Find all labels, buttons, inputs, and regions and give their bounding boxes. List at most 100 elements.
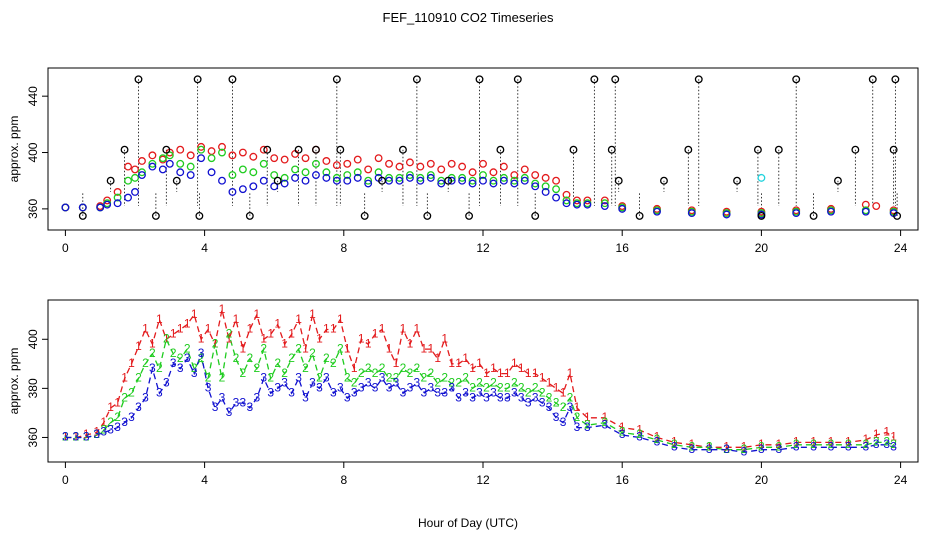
bottom-marker-series-3: 3 (706, 442, 713, 456)
top-point-series-2 (426, 171, 435, 180)
bottom-marker-series-1: 1 (539, 371, 546, 385)
bottom-marker-series-2: 2 (170, 346, 177, 360)
bottom-marker-series-2: 2 (504, 381, 511, 395)
bottom-marker-series-3: 3 (93, 427, 100, 441)
bottom-marker-series-1: 1 (490, 361, 497, 375)
bottom-marker-series-1: 1 (584, 410, 591, 424)
bottom-marker-series-2: 2 (723, 442, 730, 456)
bottom-marker-series-2: 2 (574, 410, 581, 424)
top-point-series-3 (489, 179, 498, 188)
bottom-marker-series-3: 3 (525, 395, 532, 409)
top-point-series-2 (458, 173, 467, 182)
bottom-marker-series-3: 3 (414, 376, 421, 390)
bottom-marker-series-1: 1 (560, 385, 567, 399)
bottom-marker-series-3: 3 (775, 442, 782, 456)
bottom-marker-series-1: 1 (890, 430, 897, 444)
bottom-marker-series-1: 1 (226, 331, 233, 345)
bottom-marker-series-2: 2 (323, 351, 330, 365)
top-point-series-1 (468, 168, 477, 177)
top-point-series-3 (259, 176, 268, 185)
bottom-marker-series-2: 2 (567, 390, 574, 404)
bottom-marker-series-1: 1 (553, 381, 560, 395)
bottom-marker-series-2: 2 (553, 395, 560, 409)
top-point-series-2 (531, 179, 540, 188)
top-point-series-4 (868, 75, 877, 84)
top-point-series-1 (280, 155, 289, 164)
bottom-marker-series-2: 2 (393, 371, 400, 385)
top-x-tick-label: 12 (476, 241, 490, 255)
bottom-marker-series-1: 1 (775, 437, 782, 451)
bottom-marker-series-3: 3 (163, 376, 170, 390)
bottom-marker-series-2: 2 (546, 390, 553, 404)
bottom-marker-series-1: 1 (873, 427, 880, 441)
top-point-series-4 (465, 211, 474, 220)
bottom-marker-series-2: 2 (267, 371, 274, 385)
top-point-series-3 (176, 168, 185, 177)
bottom-marker-series-1: 1 (688, 437, 695, 451)
bottom-marker-series-2: 2 (883, 435, 890, 449)
bottom-marker-series-1: 1 (601, 410, 608, 424)
top-point-series-4 (733, 176, 741, 185)
top-point-series-4 (513, 75, 522, 84)
top-point-series-4 (753, 145, 762, 154)
bottom-marker-series-1: 1 (83, 427, 90, 441)
top-point-series-4 (792, 75, 801, 84)
top-point-series-3 (249, 182, 258, 191)
bottom-marker-series-2: 2 (114, 410, 121, 424)
top-point-series-2 (552, 185, 561, 194)
top-point-series-3 (291, 173, 300, 182)
bottom-marker-series-3: 3 (546, 400, 553, 414)
top-point-series-3 (653, 207, 661, 216)
bottom-line-series-1 (65, 309, 894, 448)
bottom-marker-series-2: 2 (525, 385, 532, 399)
top-point-series-4 (312, 145, 320, 154)
bottom-marker-series-3: 3 (142, 390, 149, 404)
bottom-marker-series-1: 1 (518, 361, 525, 375)
bottom-marker-series-3: 3 (302, 390, 309, 404)
bottom-marker-series-1: 1 (741, 439, 748, 453)
bottom-marker-series-3: 3 (758, 442, 765, 456)
top-point-series-4 (332, 75, 341, 84)
top-point-series-1 (385, 159, 393, 168)
bottom-marker-series-2: 2 (260, 341, 267, 355)
bottom-marker-series-3: 3 (688, 442, 695, 456)
bottom-marker-series-3: 3 (191, 366, 198, 380)
bottom-marker-series-2: 2 (706, 439, 713, 453)
bottom-marker-series-1: 1 (407, 336, 414, 350)
bottom-marker-series-2: 2 (741, 442, 748, 456)
top-point-series-1 (583, 196, 592, 205)
bottom-marker-series-2: 2 (434, 376, 441, 390)
bottom-marker-series-2: 2 (775, 439, 782, 453)
bottom-marker-series-1: 1 (128, 356, 135, 370)
x-axis-label: Hour of Day (UTC) (418, 516, 518, 530)
bottom-marker-series-2: 2 (205, 371, 212, 385)
top-y-axis-label: approx. ppm (7, 116, 21, 183)
top-point-series-3 (238, 185, 247, 194)
top-point-series-3 (228, 188, 237, 196)
bottom-marker-series-1: 1 (62, 430, 69, 444)
top-point-series-1 (479, 159, 487, 168)
top-point-series-3 (792, 209, 801, 218)
top-point-series-2 (176, 159, 185, 168)
top-point-series-1 (332, 161, 341, 170)
bottom-marker-series-3: 3 (420, 385, 427, 399)
bottom-marker-series-2: 2 (142, 356, 149, 370)
top-point-series-1 (301, 154, 310, 163)
top-point-series-2 (186, 162, 195, 171)
bottom-marker-series-2: 2 (890, 437, 897, 451)
bottom-marker-series-3: 3 (100, 425, 107, 439)
top-point-series-1 (103, 196, 112, 205)
top-point-series-4 (496, 145, 505, 154)
bottom-marker-series-1: 1 (163, 331, 170, 345)
bottom-marker-series-1: 1 (149, 336, 156, 350)
top-point-series-1 (364, 165, 373, 174)
bottom-marker-series-3: 3 (156, 385, 163, 399)
top-point-series-3 (103, 200, 112, 209)
bottom-marker-series-2: 2 (407, 366, 414, 380)
bottom-marker-series-3: 3 (532, 390, 539, 404)
top-point-series-3 (458, 176, 467, 185)
top-point-series-3 (552, 193, 561, 202)
bottom-marker-series-3: 3 (83, 430, 90, 444)
top-point-series-3 (280, 179, 289, 188)
